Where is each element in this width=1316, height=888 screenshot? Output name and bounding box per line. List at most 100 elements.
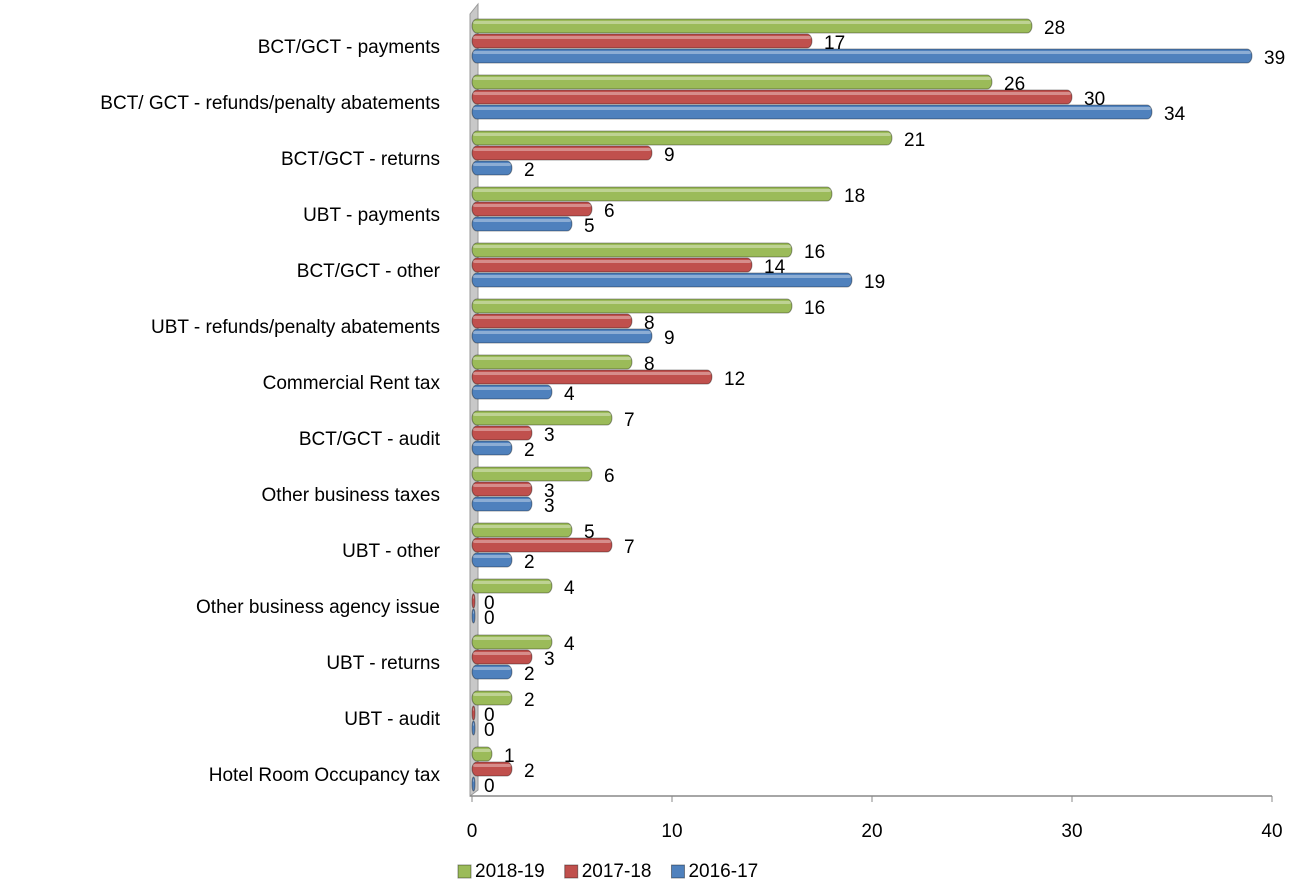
bar	[471, 440, 513, 456]
category-label: Other business taxes	[262, 485, 440, 506]
bar	[471, 776, 476, 792]
bar	[471, 425, 533, 441]
bar	[471, 634, 553, 650]
bar-shine	[473, 219, 571, 222]
value-label: 8	[644, 354, 655, 375]
bar	[471, 608, 476, 624]
legend-label: 2018-19	[475, 861, 545, 882]
category-label: Hotel Room Occupancy tax	[209, 765, 441, 786]
bar-shine	[473, 316, 631, 319]
bar-shine	[473, 372, 711, 375]
bar	[471, 272, 853, 288]
bar-shine	[473, 357, 631, 360]
value-label: 6	[604, 466, 615, 487]
bar	[471, 257, 753, 273]
value-label: 2	[524, 160, 535, 181]
bar	[471, 649, 533, 665]
value-label: 3	[544, 481, 555, 502]
value-label: 0	[484, 593, 495, 614]
bar-shine	[473, 204, 591, 207]
category-label: BCT/GCT - other	[297, 261, 441, 282]
bar	[471, 593, 476, 609]
bar-shine	[473, 163, 511, 166]
bar-shine	[473, 77, 991, 80]
value-label: 4	[564, 384, 575, 405]
bar	[471, 496, 533, 512]
value-label: 21	[904, 130, 925, 151]
bar-shine	[473, 443, 511, 446]
bar-shine	[473, 499, 531, 502]
bar	[471, 369, 713, 385]
axis-wall	[469, 2, 479, 797]
bar	[471, 242, 793, 258]
value-label: 1	[504, 746, 515, 767]
x-tick-label: 40	[1261, 821, 1282, 842]
bar	[471, 384, 553, 400]
category-label: Commercial Rent tax	[263, 373, 441, 394]
value-label: 0	[484, 720, 495, 741]
value-label: 9	[664, 328, 675, 349]
bar	[471, 313, 633, 329]
bar	[471, 537, 613, 553]
value-label: 14	[764, 257, 786, 278]
bar-shine	[473, 469, 591, 472]
value-label: 39	[1264, 48, 1285, 69]
value-label: 18	[844, 186, 865, 207]
value-label: 2	[524, 440, 535, 461]
bar	[471, 481, 533, 497]
value-label: 3	[544, 649, 555, 670]
bar	[471, 552, 513, 568]
value-label: 4	[564, 578, 575, 599]
bar	[471, 761, 513, 777]
bar	[471, 690, 513, 706]
value-label: 6	[604, 201, 615, 222]
bar	[471, 186, 833, 202]
value-label: 0	[484, 608, 495, 629]
value-label: 16	[804, 298, 825, 319]
category-label: BCT/GCT - audit	[299, 429, 441, 450]
bar-shine	[473, 260, 751, 263]
bar-shine	[473, 693, 511, 696]
bar	[471, 33, 813, 49]
bar-shine	[473, 413, 611, 416]
bar	[471, 298, 793, 314]
bar-shine	[473, 387, 551, 390]
x-tick-label: 0	[467, 821, 478, 842]
bar-shine	[473, 764, 511, 767]
bar-shine	[473, 667, 511, 670]
bar	[471, 74, 993, 90]
bar	[471, 145, 653, 161]
category-label: BCT/GCT - returns	[281, 149, 440, 170]
bar-shine	[473, 555, 511, 558]
value-label: 3	[544, 496, 555, 517]
value-label: 12	[724, 369, 745, 390]
bar-shine	[473, 723, 474, 726]
bar-shine	[473, 331, 651, 334]
bar-shine	[473, 301, 791, 304]
bar-shine	[473, 245, 791, 248]
bar-shine	[473, 525, 571, 528]
bar-shine	[473, 21, 1031, 24]
bar	[471, 746, 493, 762]
x-tick-label: 20	[861, 821, 882, 842]
value-label: 2	[524, 690, 535, 711]
value-label: 34	[1164, 104, 1186, 125]
bar	[471, 104, 1153, 120]
bar	[471, 522, 573, 538]
value-label: 2	[524, 552, 535, 573]
bar	[471, 160, 513, 176]
bar	[471, 720, 476, 736]
value-label: 0	[484, 776, 495, 797]
value-label: 28	[1044, 18, 1065, 39]
value-label: 9	[664, 145, 675, 166]
bar-shine	[473, 148, 651, 151]
bar-shine	[473, 51, 1251, 54]
bar	[471, 664, 513, 680]
bar	[471, 578, 553, 594]
x-tick-label: 10	[661, 821, 682, 842]
bar-shine	[473, 36, 811, 39]
bar-shine	[473, 581, 551, 584]
bar	[471, 354, 633, 370]
bar-shine	[473, 611, 474, 614]
value-label: 2	[524, 761, 535, 782]
